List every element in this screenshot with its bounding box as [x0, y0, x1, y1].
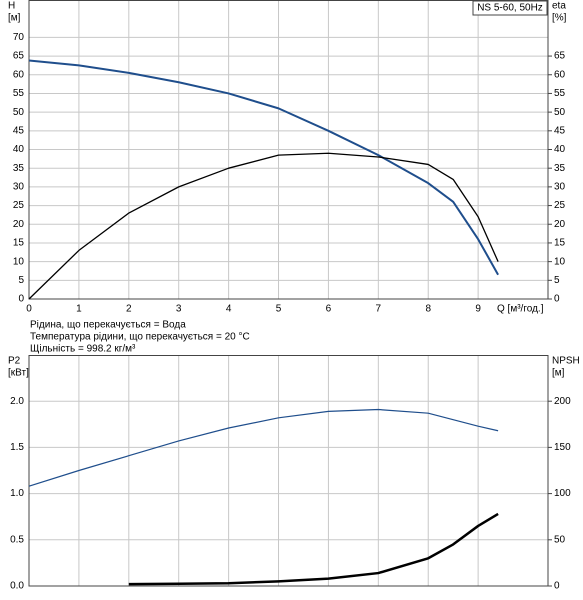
y-tick-label: 1.5 [10, 442, 24, 453]
series-line [28, 59, 499, 276]
y-tick-label: 1.0 [10, 488, 24, 499]
y-tick-label: 2.0 [10, 396, 24, 407]
plot-frame [28, 0, 549, 300]
y-tick-label: 20 [13, 219, 25, 230]
y2-tick-label: 40 [554, 144, 566, 155]
y2-axis-label: NPSH [552, 356, 580, 367]
y-tick-label: 0 [18, 294, 24, 305]
x-tick-label: 0 [26, 304, 32, 315]
y2-tick-label: 45 [554, 125, 566, 136]
x-tick-label: 1 [76, 304, 82, 315]
x-tick-label: 7 [376, 304, 382, 315]
y2-tick-label: 50 [554, 534, 566, 545]
y2-tick-label: 10 [554, 256, 566, 267]
x-tick-label: 6 [326, 304, 332, 315]
y2-tick-label: 0 [554, 294, 560, 305]
x-tick-label: 8 [425, 304, 431, 315]
series-line [28, 152, 499, 300]
y-tick-label: 70 [13, 32, 25, 43]
y2-tick-label: 65 [554, 51, 566, 62]
x-tick-label: 9 [475, 304, 481, 315]
y-tick-label: 30 [13, 182, 25, 193]
y2-tick-label: 30 [554, 182, 566, 193]
y2-axis-unit: [м] [552, 368, 565, 379]
y2-tick-label: 200 [554, 396, 571, 407]
y-tick-label: 35 [13, 163, 25, 174]
y-tick-label: 10 [13, 256, 25, 267]
y2-tick-label: 35 [554, 163, 566, 174]
y-axis-unit: [м] [8, 13, 21, 24]
y2-tick-label: 20 [554, 219, 566, 230]
y-tick-label: 55 [13, 88, 25, 99]
x-axis-label: Q [м³/год.] [497, 304, 544, 315]
y-tick-label: 0.5 [10, 534, 24, 545]
x-tick-label: 3 [176, 304, 182, 315]
annotation: Температура рідини, що перекачується = 2… [30, 332, 250, 343]
y2-tick-label: 5 [554, 275, 560, 286]
y-axis-label: H [8, 1, 15, 12]
y2-axis-unit: [%] [552, 13, 567, 24]
series-line [28, 408, 499, 487]
y-tick-label: 5 [18, 275, 24, 286]
x-tick-label: 2 [126, 304, 132, 315]
x-tick-label: 4 [226, 304, 232, 315]
y2-tick-label: 150 [554, 442, 571, 453]
y2-tick-label: 100 [554, 488, 571, 499]
y2-axis-label: eta [552, 1, 566, 12]
title-box [472, 0, 548, 16]
y2-tick-label: 15 [554, 238, 566, 249]
y-tick-label: 60 [13, 69, 25, 80]
y2-tick-label: 55 [554, 88, 566, 99]
y-tick-label: 65 [13, 51, 25, 62]
plot-frame [28, 355, 549, 587]
y-tick-label: 40 [13, 144, 25, 155]
y-tick-label: 45 [13, 125, 25, 136]
y2-tick-label: 50 [554, 107, 566, 118]
series-line [128, 512, 499, 586]
y-tick-label: 15 [13, 238, 25, 249]
y-axis-unit: [кВт] [8, 368, 29, 379]
y2-tick-label: 60 [554, 69, 566, 80]
chart-title: NS 5-60, 50Hz [477, 3, 543, 14]
y2-tick-label: 25 [554, 200, 566, 211]
annotation: Щільність = 998.2 кг/м³ [30, 344, 136, 355]
y-tick-label: 50 [13, 107, 25, 118]
y-tick-label: 25 [13, 200, 25, 211]
y-tick-label: 0.0 [10, 581, 24, 592]
x-tick-label: 5 [276, 304, 282, 315]
y2-tick-label: 0 [554, 581, 560, 592]
y-axis-label: P2 [8, 356, 21, 367]
annotation: Рідина, що перекачується = Вода [30, 320, 186, 331]
